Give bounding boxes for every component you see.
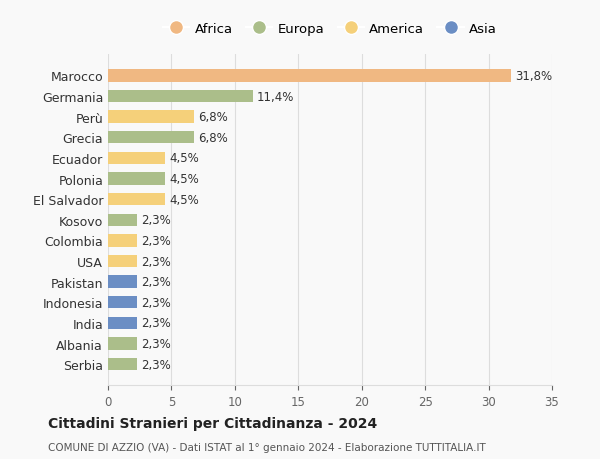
Text: 2,3%: 2,3%: [141, 275, 171, 289]
Bar: [108, 317, 137, 330]
Text: 2,3%: 2,3%: [141, 255, 171, 268]
Text: 2,3%: 2,3%: [141, 317, 171, 330]
Text: 4,5%: 4,5%: [169, 152, 199, 165]
Bar: [108, 91, 253, 103]
Text: 2,3%: 2,3%: [141, 358, 171, 371]
Text: 2,3%: 2,3%: [141, 296, 171, 309]
Legend: Africa, Europa, America, Asia: Africa, Europa, America, Asia: [159, 19, 501, 39]
Bar: [108, 111, 194, 123]
Bar: [108, 297, 137, 309]
Text: 4,5%: 4,5%: [169, 193, 199, 206]
Text: Cittadini Stranieri per Cittadinanza - 2024: Cittadini Stranieri per Cittadinanza - 2…: [48, 416, 377, 430]
Bar: [108, 132, 194, 144]
Text: 6,8%: 6,8%: [198, 132, 228, 145]
Text: 4,5%: 4,5%: [169, 173, 199, 185]
Bar: [108, 255, 137, 268]
Text: 11,4%: 11,4%: [256, 90, 294, 103]
Text: 31,8%: 31,8%: [515, 70, 553, 83]
Bar: [108, 152, 165, 165]
Bar: [108, 276, 137, 288]
Bar: [108, 214, 137, 226]
Bar: [108, 194, 165, 206]
Bar: [108, 338, 137, 350]
Bar: [108, 235, 137, 247]
Text: 6,8%: 6,8%: [198, 111, 228, 124]
Text: 2,3%: 2,3%: [141, 214, 171, 227]
Bar: [108, 358, 137, 370]
Text: 2,3%: 2,3%: [141, 235, 171, 247]
Text: COMUNE DI AZZIO (VA) - Dati ISTAT al 1° gennaio 2024 - Elaborazione TUTTITALIA.I: COMUNE DI AZZIO (VA) - Dati ISTAT al 1° …: [48, 442, 486, 452]
Bar: [108, 70, 511, 83]
Bar: [108, 173, 165, 185]
Text: 2,3%: 2,3%: [141, 337, 171, 350]
